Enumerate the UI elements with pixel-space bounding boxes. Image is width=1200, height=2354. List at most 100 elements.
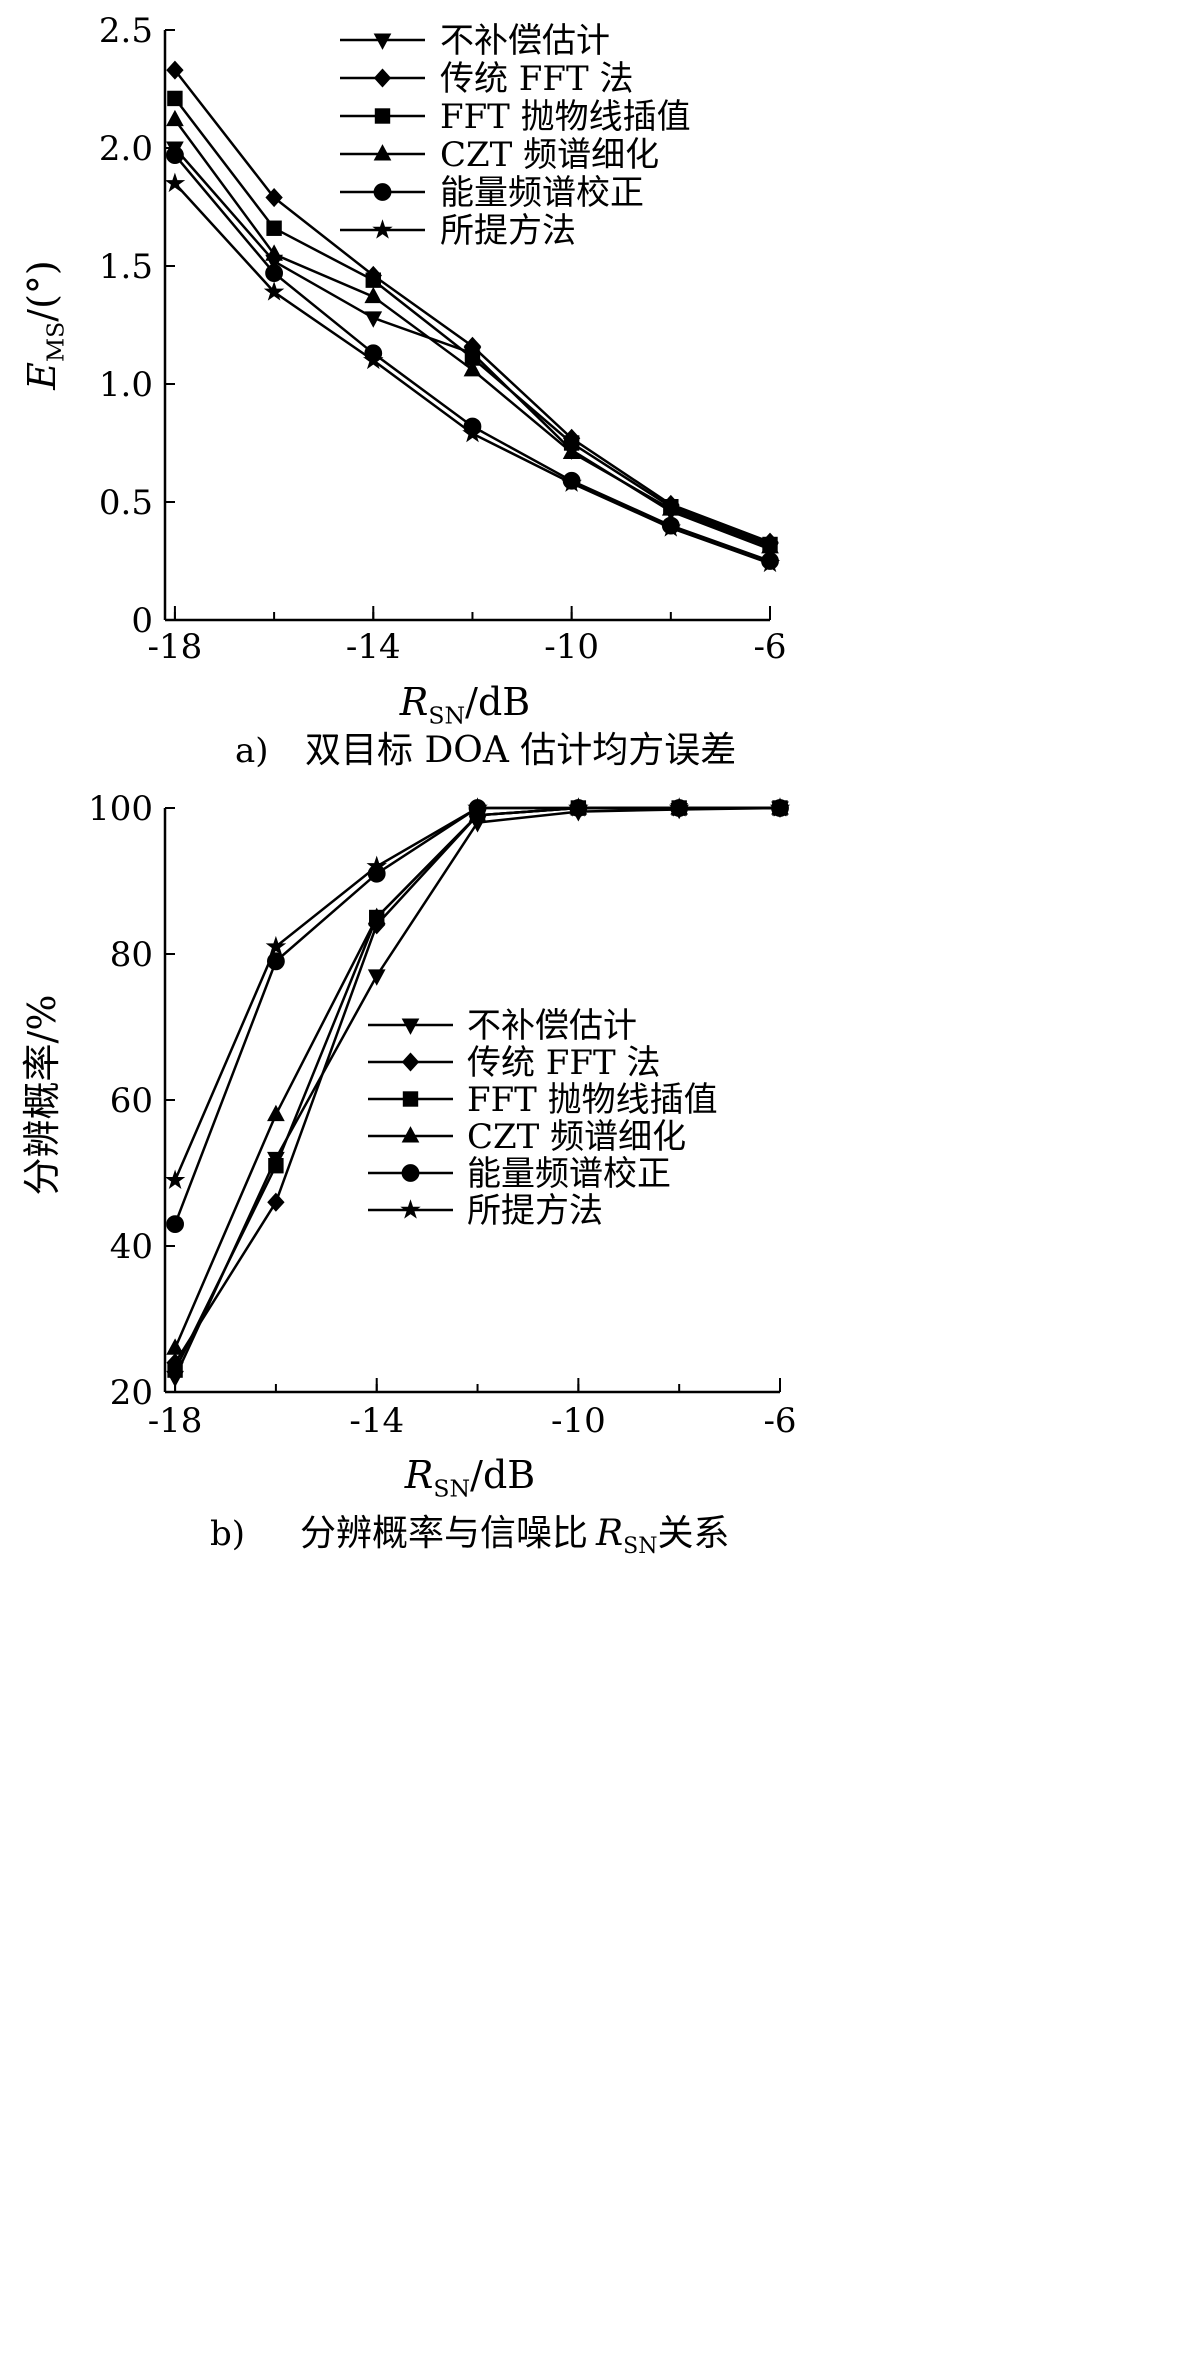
data-point-star bbox=[362, 349, 384, 370]
caption-text: 双目标 DOA 估计均方误差 bbox=[305, 730, 736, 771]
legend-marker-circle bbox=[401, 1164, 420, 1182]
data-point-diamond bbox=[265, 188, 283, 208]
y-tick-label: 40 bbox=[110, 1227, 153, 1267]
series-star bbox=[164, 797, 791, 1189]
data-point-star bbox=[366, 855, 388, 876]
legend-marker-diamond bbox=[373, 68, 392, 88]
legend-marker-star bbox=[372, 219, 393, 239]
caption-symbol-rest: 关系 bbox=[657, 1513, 729, 1554]
y-tick-label: 2.0 bbox=[99, 129, 153, 169]
legend-label: 传统 FFT 法 bbox=[467, 1043, 660, 1083]
panel-label: a) bbox=[235, 731, 269, 771]
legend-marker-square bbox=[374, 108, 391, 124]
data-point-star bbox=[164, 1169, 186, 1189]
legend-label: FFT 抛物线插值 bbox=[440, 97, 691, 137]
x-tick-label: -6 bbox=[753, 627, 786, 667]
data-point-triangle-up bbox=[267, 1104, 285, 1122]
data-point-square bbox=[268, 1158, 284, 1174]
legend-label: 不补偿估计 bbox=[440, 21, 610, 61]
data-point-triangle-up bbox=[265, 244, 283, 261]
panel-label: b) bbox=[210, 1514, 245, 1554]
data-point-star bbox=[164, 172, 186, 193]
legend-marker-square bbox=[402, 1091, 419, 1107]
legend-marker-triangle-down bbox=[401, 1018, 420, 1035]
y-tick-label: 0.5 bbox=[99, 483, 153, 523]
x-tick-label: -10 bbox=[551, 1401, 606, 1441]
x-axis-label-main: R bbox=[399, 680, 429, 724]
data-point-star bbox=[462, 422, 483, 443]
y-tick-label: 1.5 bbox=[99, 247, 153, 287]
data-point-star bbox=[759, 552, 781, 573]
x-tick-label: -10 bbox=[544, 627, 599, 667]
x-tick-label: -14 bbox=[346, 627, 401, 667]
legend-label: CZT 频谱细化 bbox=[440, 135, 659, 175]
data-point-square bbox=[365, 272, 381, 288]
data-point-triangle-up bbox=[367, 907, 386, 924]
legend-marker-star bbox=[400, 1199, 421, 1219]
y-axis-label-sub: MS bbox=[41, 322, 69, 362]
chart-a: 0 0.5 1.0 1.5 2.0 2.5 -18 -14 -10 -6 RSN/dB EMS/(°)… bbox=[20, 11, 787, 771]
y-tick-label: 20 bbox=[110, 1373, 153, 1413]
data-point-square bbox=[167, 90, 183, 107]
data-point-circle bbox=[166, 146, 184, 164]
legend-label: 能量频谱校正 bbox=[467, 1154, 671, 1194]
x-axis-label-rest: /dB bbox=[465, 680, 530, 724]
y-axis-label-rest: /(°) bbox=[20, 260, 64, 321]
legend-marker-circle bbox=[373, 183, 392, 201]
data-point-triangle-down bbox=[367, 969, 386, 986]
y-tick-label: 80 bbox=[110, 935, 153, 975]
y-axis-label-group: EMS/(°) bbox=[20, 260, 69, 390]
x-axis-label: RSN/dB bbox=[399, 680, 530, 729]
data-point-triangle-up bbox=[166, 109, 184, 127]
caption-text: 分辨概率与信噪比 RSN关系 bbox=[300, 1513, 729, 1559]
y-tick-label: 60 bbox=[110, 1081, 153, 1121]
data-point-circle bbox=[166, 1215, 184, 1233]
series-star bbox=[164, 172, 781, 573]
data-point-star bbox=[561, 472, 582, 492]
data-point-triangle-down bbox=[364, 311, 383, 328]
data-point-square bbox=[266, 220, 282, 236]
data-point-triangle-up bbox=[166, 1338, 184, 1355]
data-point-triangle-up bbox=[562, 442, 581, 459]
y-tick-label: 2.5 bbox=[99, 11, 153, 51]
data-point-star bbox=[263, 281, 285, 301]
x-axis-label: RSN/dB bbox=[404, 1453, 535, 1502]
caption-symbol-sub: SN bbox=[623, 1534, 657, 1559]
legend-label: 传统 FFT 法 bbox=[440, 59, 633, 99]
data-point-square bbox=[167, 1362, 183, 1378]
x-tick-label: -18 bbox=[148, 627, 203, 667]
legend-label: CZT 频谱细化 bbox=[467, 1117, 686, 1157]
legend-marker-triangle-up bbox=[373, 144, 392, 161]
x-axis-label-rest: /dB bbox=[470, 1453, 535, 1497]
data-point-triangle-up bbox=[364, 286, 383, 304]
y-tick-label: 1.0 bbox=[99, 365, 153, 405]
y-axis-label: EMS/(°) bbox=[20, 260, 69, 390]
caption-main: 分辨概率与信噪比 bbox=[300, 1513, 588, 1554]
legend-marker-triangle-down bbox=[373, 33, 392, 50]
y-axis-label-main: E bbox=[20, 362, 64, 391]
legend-label: 不补偿估计 bbox=[467, 1006, 637, 1046]
legend-label: 所提方法 bbox=[467, 1191, 603, 1231]
data-point-triangle-up bbox=[661, 499, 680, 516]
y-tick-label: 100 bbox=[88, 789, 153, 829]
x-axis-label-sub: SN bbox=[428, 701, 465, 729]
data-point-star bbox=[660, 517, 682, 537]
x-tick-label: -14 bbox=[349, 1401, 404, 1441]
legend-marker-triangle-up bbox=[401, 1126, 420, 1143]
data-point-circle bbox=[265, 264, 283, 282]
data-point-star bbox=[668, 797, 690, 817]
y-axis-label: 分辨概率/% bbox=[20, 995, 64, 1196]
data-point-triangle-up bbox=[463, 359, 482, 377]
series-triangle-up bbox=[166, 109, 779, 554]
caption-symbol: R bbox=[595, 1513, 623, 1554]
data-point-star bbox=[265, 935, 287, 956]
x-tick-label: -6 bbox=[763, 1401, 796, 1441]
data-point-star bbox=[467, 797, 488, 817]
data-point-star bbox=[568, 797, 589, 817]
data-point-diamond bbox=[166, 60, 184, 80]
legend-label: 所提方法 bbox=[440, 211, 576, 251]
